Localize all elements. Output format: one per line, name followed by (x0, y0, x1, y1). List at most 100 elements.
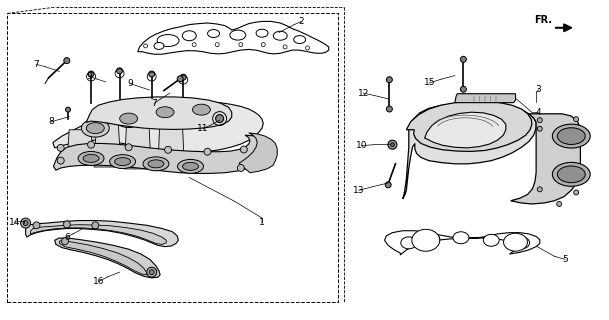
Ellipse shape (143, 157, 169, 171)
Ellipse shape (552, 124, 590, 148)
Circle shape (386, 106, 392, 112)
Polygon shape (67, 130, 94, 165)
Ellipse shape (557, 166, 585, 183)
Circle shape (144, 44, 147, 48)
Ellipse shape (157, 35, 179, 46)
Ellipse shape (453, 232, 469, 244)
Circle shape (385, 182, 391, 188)
Ellipse shape (83, 155, 99, 162)
Ellipse shape (230, 30, 246, 40)
Ellipse shape (148, 160, 164, 168)
Ellipse shape (154, 43, 164, 49)
Ellipse shape (208, 29, 219, 37)
Ellipse shape (412, 229, 440, 251)
Circle shape (306, 46, 309, 50)
Circle shape (574, 117, 579, 122)
Circle shape (241, 146, 247, 153)
Circle shape (33, 222, 40, 229)
Circle shape (537, 126, 542, 131)
Ellipse shape (114, 158, 130, 165)
Circle shape (88, 71, 94, 77)
Ellipse shape (120, 113, 138, 124)
Circle shape (125, 144, 132, 151)
Circle shape (66, 107, 71, 112)
Text: 6: 6 (64, 233, 69, 242)
Circle shape (283, 45, 287, 49)
Text: 7: 7 (33, 60, 40, 69)
Polygon shape (30, 225, 166, 244)
Text: 12: 12 (357, 89, 369, 98)
Circle shape (57, 144, 64, 151)
Polygon shape (239, 133, 277, 173)
Circle shape (557, 202, 561, 206)
Text: 4: 4 (536, 108, 541, 117)
Circle shape (574, 190, 579, 195)
Circle shape (177, 76, 183, 82)
Ellipse shape (273, 31, 287, 40)
Polygon shape (86, 97, 232, 129)
Circle shape (63, 221, 70, 228)
Ellipse shape (256, 29, 268, 37)
Text: 16: 16 (93, 277, 104, 286)
Circle shape (388, 140, 397, 149)
Circle shape (116, 68, 122, 74)
Circle shape (537, 118, 542, 123)
Text: 13: 13 (353, 186, 365, 195)
Circle shape (537, 187, 542, 192)
Ellipse shape (188, 101, 216, 119)
Circle shape (204, 148, 211, 155)
Polygon shape (424, 112, 506, 148)
Text: 2: 2 (298, 17, 304, 26)
Polygon shape (403, 103, 536, 199)
Text: FR.: FR. (534, 15, 552, 25)
Circle shape (460, 86, 466, 92)
Circle shape (192, 43, 196, 47)
Ellipse shape (294, 36, 306, 44)
Ellipse shape (183, 162, 199, 170)
Circle shape (57, 157, 64, 164)
Circle shape (64, 58, 70, 64)
Ellipse shape (401, 237, 417, 249)
Text: 1: 1 (259, 218, 265, 227)
Circle shape (216, 115, 224, 123)
Circle shape (23, 220, 28, 226)
Ellipse shape (114, 110, 143, 128)
Text: |  |  |  |  |: | | | | | (473, 95, 497, 101)
Circle shape (149, 270, 154, 275)
Circle shape (239, 43, 243, 47)
Ellipse shape (424, 233, 440, 245)
Circle shape (149, 71, 155, 77)
Circle shape (460, 56, 466, 62)
Text: 15: 15 (424, 78, 435, 87)
Polygon shape (138, 21, 329, 54)
Polygon shape (124, 117, 151, 169)
Polygon shape (26, 220, 178, 247)
Text: 3: 3 (536, 85, 541, 94)
Circle shape (147, 267, 157, 277)
Circle shape (215, 43, 219, 47)
Polygon shape (455, 94, 515, 103)
Circle shape (261, 43, 266, 47)
Polygon shape (55, 238, 160, 278)
Circle shape (149, 269, 157, 276)
Text: 10: 10 (356, 141, 367, 150)
Polygon shape (406, 101, 532, 151)
Ellipse shape (552, 162, 590, 186)
Ellipse shape (178, 159, 203, 173)
Ellipse shape (504, 233, 527, 251)
Ellipse shape (484, 234, 499, 246)
Text: 5: 5 (562, 255, 568, 264)
Ellipse shape (513, 237, 530, 249)
Circle shape (92, 222, 99, 229)
Polygon shape (384, 231, 540, 255)
Polygon shape (54, 135, 271, 173)
Text: 11: 11 (197, 124, 208, 133)
Circle shape (386, 77, 392, 83)
Circle shape (88, 141, 94, 148)
Polygon shape (94, 123, 121, 167)
Text: 7: 7 (151, 99, 157, 108)
Ellipse shape (557, 128, 585, 144)
Ellipse shape (151, 103, 179, 121)
Circle shape (164, 146, 172, 153)
Polygon shape (511, 114, 580, 204)
